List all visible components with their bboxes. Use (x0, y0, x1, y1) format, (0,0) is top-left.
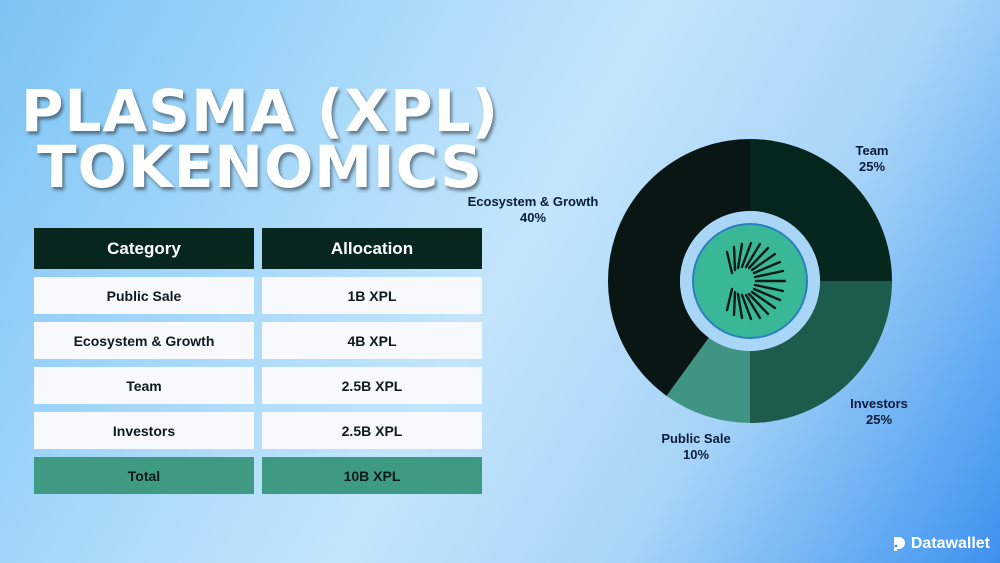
cell-total-value: 10B XPL (262, 457, 482, 494)
label-public-sale-name: Public Sale (661, 431, 731, 446)
table-row: Ecosystem & Growth 4B XPL (34, 322, 482, 359)
label-team-pct: 25% (858, 159, 886, 175)
table-row: Public Sale 1B XPL (34, 277, 482, 314)
label-ecosystem-pct: 40% (519, 210, 547, 226)
slice-ecosystem-growth (607, 139, 750, 396)
label-ecosystem: Ecosystem & Growth 40% (438, 194, 628, 227)
cell-category: Investors (34, 412, 254, 449)
cell-category: Team (34, 367, 254, 404)
datawallet-logo-icon (893, 537, 905, 551)
slice-team (750, 139, 892, 281)
cell-allocation: 1B XPL (262, 277, 482, 314)
slice-public-sale (666, 337, 750, 424)
header-allocation: Allocation (262, 228, 482, 269)
label-investors-name: Investors (850, 396, 908, 411)
table-row: Team 2.5B XPL (34, 367, 482, 404)
label-team-name: Team (855, 143, 889, 158)
header-category: Category (34, 228, 254, 269)
table-header-row: Category Allocation (34, 228, 482, 269)
center-disc (692, 223, 808, 339)
cell-total-label: Total (34, 457, 254, 494)
plasma-logo-icon (725, 241, 787, 321)
table-total-row: Total 10B XPL (34, 457, 482, 494)
label-team: Team 25% (832, 143, 912, 176)
tokenomics-table: Category Allocation Public Sale 1B XPL E… (34, 228, 482, 502)
label-investors: Investors 25% (834, 396, 924, 429)
label-public-sale: Public Sale 10% (640, 431, 752, 464)
cell-category: Ecosystem & Growth (34, 322, 254, 359)
cell-allocation: 2.5B XPL (262, 412, 482, 449)
title-line-1: PLASMA (XPL) (20, 77, 500, 145)
brand-logo: Datawallet (892, 535, 990, 553)
label-ecosystem-name: Ecosystem & Growth (467, 194, 599, 209)
label-public-sale-pct: 10% (682, 447, 710, 463)
cell-allocation: 4B XPL (262, 322, 482, 359)
title-line-2: TOKENOMICS (37, 133, 483, 201)
cell-category: Public Sale (34, 277, 254, 314)
slice-investors (750, 281, 892, 423)
cell-allocation: 2.5B XPL (262, 367, 482, 404)
table-row: Investors 2.5B XPL (34, 412, 482, 449)
label-investors-pct: 25% (865, 412, 893, 428)
brand-name: Datawallet (910, 535, 990, 552)
